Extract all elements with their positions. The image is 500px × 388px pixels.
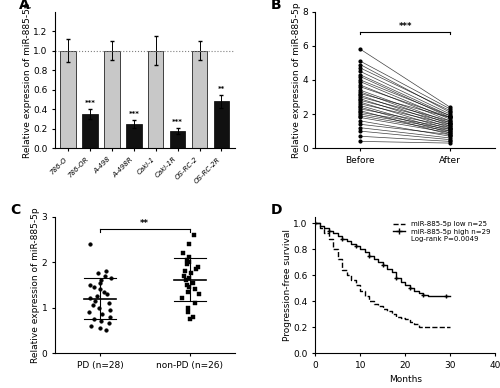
Point (182, 256, 190, 263)
Point (95, 305, 103, 311)
Point (103, 291, 111, 297)
Point (194, 263, 202, 270)
Point (102, 327, 110, 333)
Point (96, 279, 104, 286)
Point (106, 314, 114, 320)
Point (85, 309, 93, 315)
Point (182, 277, 190, 283)
Point (89, 302, 97, 308)
Point (97, 277, 105, 283)
Point (107, 275, 115, 281)
Point (90, 316, 98, 322)
Point (96, 325, 104, 331)
Point (97, 318, 105, 324)
Point (93, 293, 101, 299)
Point (179, 250, 187, 256)
Point (184, 309, 192, 315)
Point (180, 273, 188, 279)
Point (191, 286, 199, 293)
Point (90, 284, 98, 290)
Point (178, 295, 186, 301)
Text: ***: *** (84, 100, 96, 106)
Bar (192, 51, 207, 148)
Point (186, 255, 194, 261)
Point (106, 307, 114, 313)
Text: **: ** (140, 219, 149, 228)
Point (106, 320, 114, 327)
Point (190, 279, 198, 286)
Bar (60, 51, 76, 148)
Point (86, 241, 94, 247)
Point (182, 268, 190, 274)
Point (182, 282, 190, 288)
Point (96, 286, 104, 293)
Point (184, 305, 192, 311)
Bar (82, 114, 98, 148)
Point (101, 273, 109, 279)
Text: **: ** (218, 86, 225, 92)
Y-axis label: Relative expression of miR-885-5p: Relative expression of miR-885-5p (22, 2, 32, 158)
Bar (170, 131, 186, 148)
Legend: miR-885-5p low n=25, miR-885-5p high n=29, Log-rank P=0.0049: miR-885-5p low n=25, miR-885-5p high n=2… (391, 220, 492, 244)
Point (102, 268, 110, 274)
Point (98, 311, 106, 317)
Point (195, 291, 203, 297)
Point (192, 266, 200, 272)
Point (106, 300, 114, 306)
Text: ***: *** (128, 111, 140, 117)
Y-axis label: Progression-free survival: Progression-free survival (283, 229, 292, 341)
Point (182, 261, 190, 267)
Bar (148, 51, 164, 148)
Bar (214, 101, 229, 148)
Point (91, 298, 99, 304)
Point (88, 323, 96, 329)
Point (189, 314, 197, 320)
Y-axis label: Relative expression of miR-885-5p: Relative expression of miR-885-5p (31, 207, 40, 363)
Point (185, 259, 193, 265)
Point (184, 289, 192, 295)
Point (192, 300, 200, 306)
Y-axis label: Relative expression of miR-885-5p: Relative expression of miR-885-5p (292, 2, 300, 158)
Point (86, 282, 94, 288)
Point (86, 295, 94, 301)
Text: D: D (270, 203, 282, 217)
Text: ***: *** (398, 22, 412, 31)
Point (186, 316, 194, 322)
Point (184, 284, 192, 290)
Text: A: A (19, 0, 30, 12)
Point (188, 270, 196, 277)
Bar (126, 124, 142, 148)
Point (100, 289, 108, 295)
Bar (104, 51, 120, 148)
X-axis label: Months: Months (388, 375, 422, 384)
Text: C: C (10, 203, 20, 217)
Point (94, 270, 102, 277)
Point (184, 275, 192, 281)
Text: ***: *** (172, 119, 183, 125)
Point (185, 241, 193, 247)
Text: B: B (270, 0, 281, 12)
Point (190, 232, 198, 238)
